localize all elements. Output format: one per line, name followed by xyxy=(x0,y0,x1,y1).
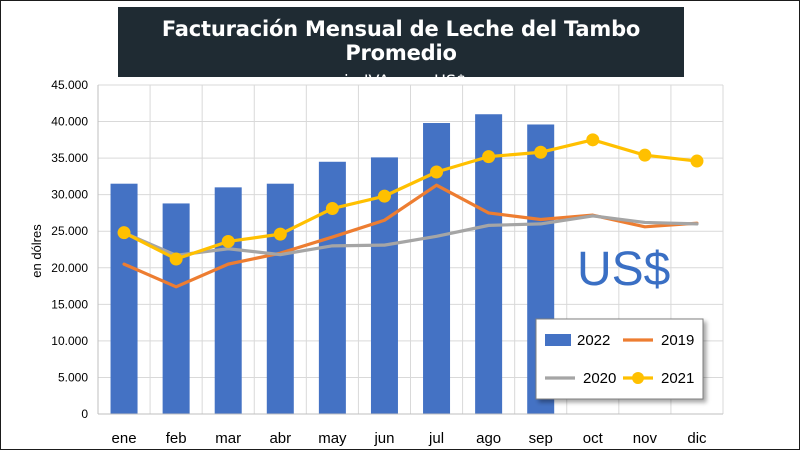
x-tick-label: ago xyxy=(476,430,501,447)
y-tick-label: 15.000 xyxy=(51,297,88,311)
point-2021 xyxy=(586,133,600,147)
legend: 2022 2019 2020 2021 xyxy=(535,318,704,400)
point-2021 xyxy=(221,234,235,248)
bar-2022 xyxy=(162,203,190,414)
point-2021 xyxy=(534,145,548,159)
bar-2022 xyxy=(214,187,242,414)
point-2021 xyxy=(430,165,444,179)
y-axis-label: en dólres xyxy=(29,224,44,278)
x-tick-label: jun xyxy=(373,430,394,447)
x-tick-label: sep xyxy=(529,430,553,447)
point-2021 xyxy=(273,227,287,241)
legend-box xyxy=(535,318,704,400)
point-2021 xyxy=(169,252,183,266)
y-tick-label: 30.000 xyxy=(51,188,88,202)
x-tick-label: jul xyxy=(428,430,444,447)
legend-label-2020: 2020 xyxy=(583,370,616,387)
x-tick-label: ene xyxy=(112,430,137,447)
x-tick-label: mar xyxy=(215,430,241,447)
line-series-2021 xyxy=(122,138,699,261)
point-2021 xyxy=(117,226,131,240)
legend-label-2019: 2019 xyxy=(661,332,694,349)
y-tick-label: 40.000 xyxy=(51,115,88,129)
y-tick-label: 20.000 xyxy=(51,261,88,275)
bar-2022 xyxy=(266,183,294,414)
point-2021 xyxy=(482,150,496,164)
x-tick-label: nov xyxy=(633,430,658,447)
x-tick-label: dic xyxy=(687,430,707,447)
legend-label-2021: 2021 xyxy=(661,370,694,387)
chart-title: Facturación Mensual de Leche del Tambo P… xyxy=(161,17,641,65)
legend-marker-2021 xyxy=(632,372,644,384)
legend-swatch-2022 xyxy=(545,334,571,346)
x-tick-label: may xyxy=(318,430,347,447)
bar-2022 xyxy=(318,161,346,414)
y-tick-label: 10.000 xyxy=(51,334,88,348)
point-2021 xyxy=(377,189,391,203)
line-series-2020 xyxy=(122,214,699,257)
legend-label-2022: 2022 xyxy=(577,332,610,349)
x-tick-label: abr xyxy=(269,430,291,447)
point-2021 xyxy=(638,148,652,162)
y-tick-label: 25.000 xyxy=(51,224,88,238)
x-tick-label: feb xyxy=(166,430,187,447)
y-tick-label: 45.000 xyxy=(51,78,88,92)
currency-annotation: US$ xyxy=(577,243,670,296)
point-2021 xyxy=(325,202,339,216)
x-tick-label: oct xyxy=(583,430,604,447)
point-2021 xyxy=(690,154,704,168)
bar-2022 xyxy=(475,114,503,414)
y-tick-label: 0 xyxy=(81,407,88,421)
y-tick-label: 5.000 xyxy=(58,370,88,384)
y-tick-label: 35.000 xyxy=(51,151,88,165)
bar-2022 xyxy=(110,183,138,414)
